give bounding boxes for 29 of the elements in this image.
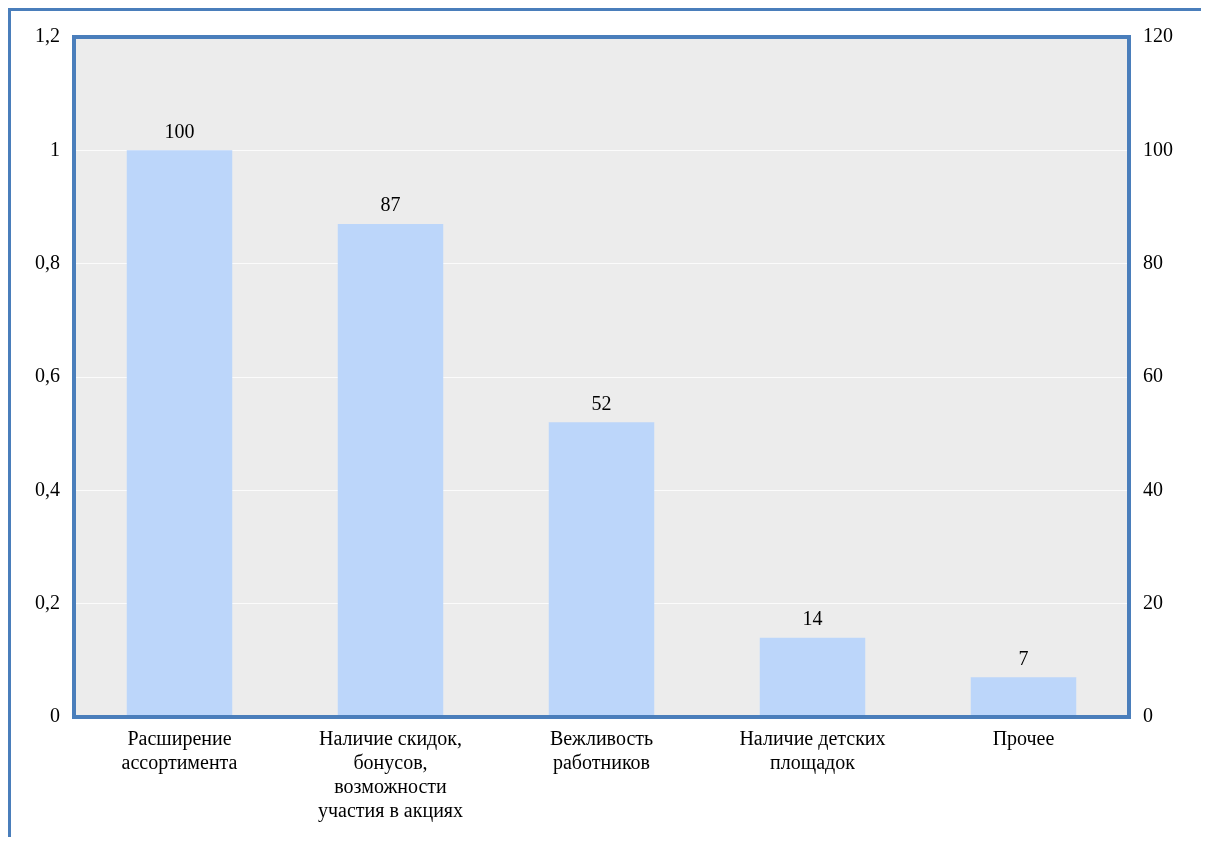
- bar: [759, 637, 866, 717]
- y2-tick-label: 60: [1143, 364, 1163, 387]
- data-label: 7: [1018, 646, 1029, 669]
- y2-tick-label: 20: [1143, 590, 1163, 613]
- x-tick-label: Вежливость работников: [549, 727, 654, 775]
- y-tick-label: 1: [50, 137, 60, 160]
- y2-tick-label: 80: [1143, 250, 1163, 273]
- bar: [970, 677, 1077, 717]
- y-tick-label: 0,6: [35, 364, 60, 387]
- x-tick-label: Расширение ассортимента: [121, 727, 238, 775]
- bar: [126, 150, 233, 717]
- data-label: 87: [380, 193, 401, 216]
- y2-tick-label: 40: [1143, 477, 1163, 500]
- y-tick-label: 0,4: [35, 477, 60, 500]
- x-tick-label: Прочее: [992, 727, 1055, 751]
- bar: [337, 224, 444, 717]
- data-label: 100: [164, 119, 195, 142]
- data-label: 14: [802, 606, 823, 629]
- x-tick-label: Наличие скидок, бонусов, возможности участия в акциях: [317, 727, 464, 823]
- y2-tick-label: 100: [1143, 137, 1173, 160]
- bar: [548, 422, 655, 717]
- x-tick-label: Наличие детских площадок: [739, 727, 886, 775]
- y2-tick-label: 0: [1143, 704, 1153, 727]
- y-tick-label: 0,8: [35, 250, 60, 273]
- y-tick-label: 0,2: [35, 590, 60, 613]
- y-tick-label: 0: [50, 704, 60, 727]
- y2-tick-label: 120: [1143, 24, 1173, 47]
- data-label: 52: [591, 391, 612, 414]
- y-tick-label: 1,2: [35, 24, 60, 47]
